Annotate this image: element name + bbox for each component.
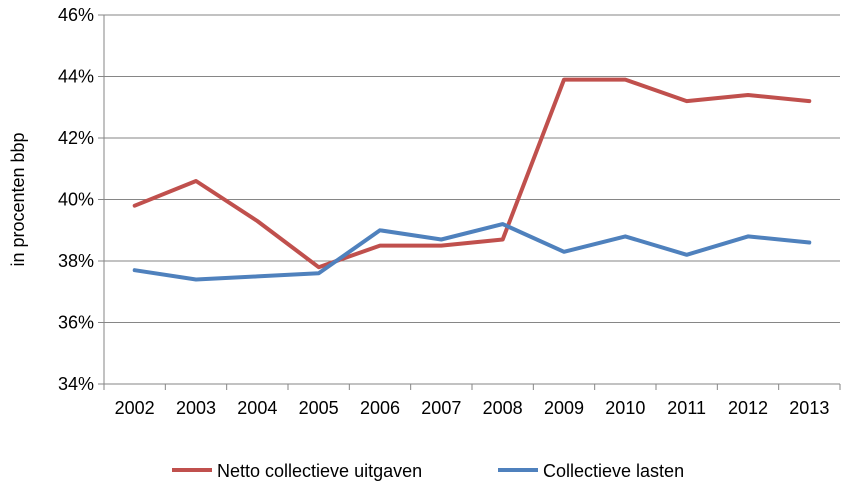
y-tick-label: 34% [58, 374, 94, 394]
y-tick-label: 40% [58, 190, 94, 210]
series-line-1 [132, 77, 812, 270]
y-tick-label: 38% [58, 251, 94, 271]
y-tick-labels: 34% 36% 38% 40% 42% 44% 46% [58, 5, 94, 394]
x-tick-label: 2006 [360, 398, 400, 418]
x-tick-label: 2013 [789, 398, 829, 418]
x-tick-label: 2009 [544, 398, 584, 418]
x-tick-label: 2007 [421, 398, 461, 418]
series-lines [132, 77, 812, 282]
y-tick-label: 44% [58, 67, 94, 87]
y-tick-label: 42% [58, 128, 94, 148]
x-tick-label: 2011 [667, 398, 706, 418]
y-tick-label: 46% [58, 5, 94, 25]
x-tick-labels: 2002 2003 2004 2005 2006 2007 2008 2009 2010 2011… [115, 398, 830, 418]
legend-label-1: Netto collectieve uitgaven [217, 461, 422, 481]
x-tick-label: 2012 [728, 398, 768, 418]
legend: Netto collectieve uitgaven Collectieve la… [172, 461, 684, 481]
x-tick-label: 2005 [299, 398, 339, 418]
y-tick-label: 36% [58, 313, 94, 333]
series-line-2 [132, 222, 812, 282]
axes [98, 14, 841, 390]
x-tick-label: 2003 [176, 398, 216, 418]
x-tick-label: 2002 [115, 398, 155, 418]
x-tick-label: 2004 [237, 398, 277, 418]
x-tick-label: 2008 [483, 398, 523, 418]
grid-lines [104, 14, 840, 323]
y-axis-title: in procenten bbp [8, 132, 28, 266]
x-tick-label: 2010 [605, 398, 645, 418]
legend-label-2: Collectieve lasten [543, 461, 684, 481]
